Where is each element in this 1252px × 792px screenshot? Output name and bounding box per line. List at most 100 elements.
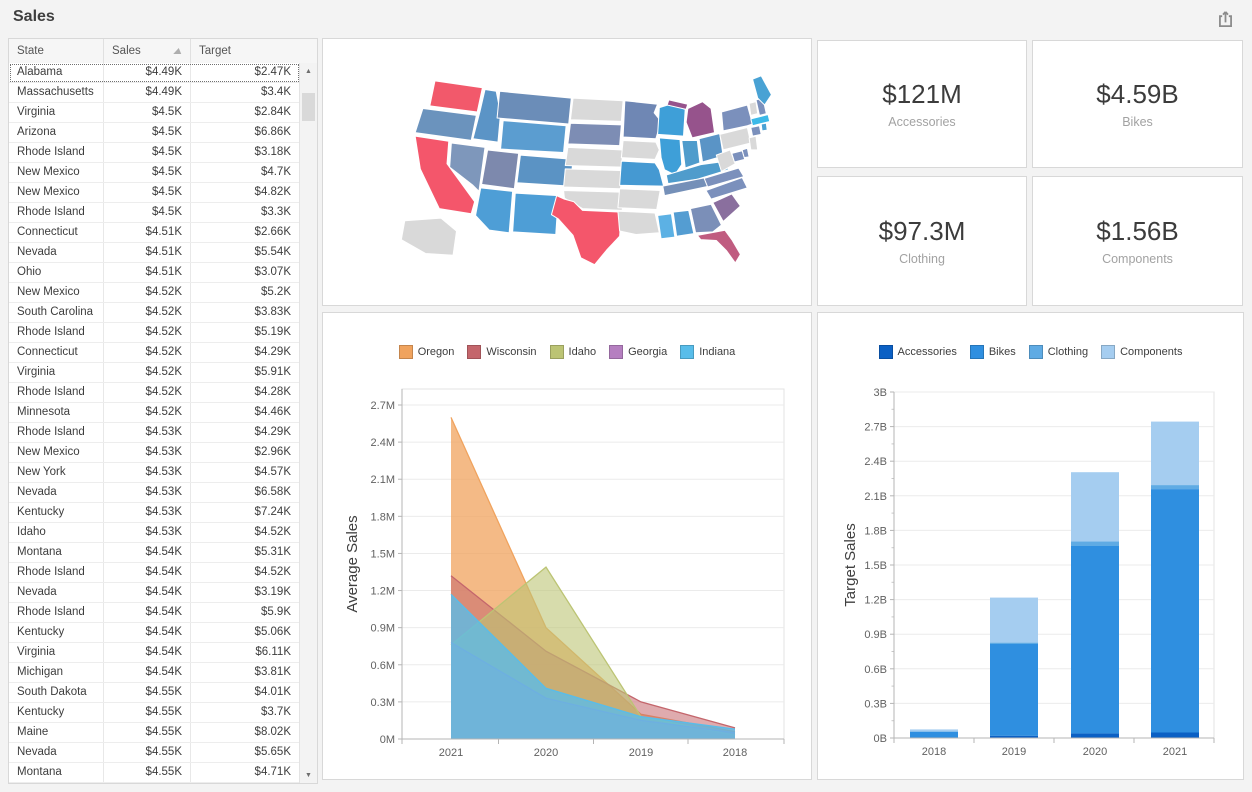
bar-segment-clothing-2019[interactable] — [990, 642, 1038, 644]
map-state-MA[interactable] — [750, 114, 771, 127]
map-state-WA[interactable] — [429, 80, 483, 113]
map-state-KY[interactable] — [665, 160, 729, 185]
column-header-state[interactable]: State — [9, 39, 104, 63]
table-row[interactable]: Connecticut $4.51K $2.66K — [9, 223, 300, 243]
table-row[interactable]: Arizona $4.5K $6.86K — [9, 123, 300, 143]
map-state-MN[interactable] — [622, 100, 662, 140]
table-row[interactable]: Michigan $4.54K $3.81K — [9, 663, 300, 683]
map-state-NV[interactable] — [449, 142, 486, 192]
bar-segment-clothing-2021[interactable] — [1151, 485, 1199, 490]
table-row[interactable]: Kentucky $4.55K $3.7K — [9, 703, 300, 723]
map-state-LA[interactable] — [617, 210, 660, 236]
scroll-down-icon[interactable]: ▼ — [305, 771, 312, 779]
bar-segment-components-2019[interactable] — [990, 597, 1038, 643]
map-state-TX[interactable] — [550, 195, 622, 266]
map-state-AZ[interactable] — [475, 187, 514, 234]
map-state-OR[interactable] — [414, 107, 477, 141]
table-row[interactable]: Connecticut $4.52K $4.29K — [9, 343, 300, 363]
map-state-CA[interactable] — [414, 135, 476, 215]
table-row[interactable]: Minnesota $4.52K $4.46K — [9, 403, 300, 423]
map-state-FL[interactable] — [696, 229, 741, 264]
table-row[interactable]: Montana $4.55K $4.71K — [9, 763, 300, 783]
column-header-target[interactable]: Target — [191, 39, 300, 63]
bar-segment-bikes-2020[interactable] — [1071, 546, 1119, 734]
table-row[interactable]: Montana $4.54K $5.31K — [9, 543, 300, 563]
scrollbar-thumb[interactable] — [302, 93, 315, 121]
map-state-VA[interactable] — [703, 167, 745, 188]
map-state-RI[interactable] — [760, 122, 768, 132]
map-state-MI[interactable] — [685, 101, 716, 139]
map-state-MT[interactable] — [496, 90, 572, 125]
table-row[interactable]: Rhode Island $4.52K $4.28K — [9, 383, 300, 403]
map-state-WY[interactable] — [500, 120, 567, 154]
map-state-GA[interactable] — [689, 203, 722, 234]
map-state-AR[interactable] — [617, 188, 661, 210]
map-state-NY[interactable] — [720, 104, 754, 132]
grid-scrollbar[interactable]: ▲ ▼ — [299, 63, 317, 783]
table-row[interactable]: Rhode Island $4.54K $5.9K — [9, 603, 300, 623]
table-row[interactable]: Ohio $4.51K $3.07K — [9, 263, 300, 283]
table-row[interactable]: Nevada $4.55K $5.65K — [9, 743, 300, 763]
table-row[interactable]: Kentucky $4.54K $5.06K — [9, 623, 300, 643]
table-row[interactable]: Maine $4.55K $8.02K — [9, 723, 300, 743]
bar-segment-components-2018[interactable] — [910, 729, 958, 732]
table-row[interactable]: South Dakota $4.55K $4.01K — [9, 683, 300, 703]
table-row[interactable]: Idaho $4.53K $4.52K — [9, 523, 300, 543]
table-row[interactable]: Rhode Island $4.53K $4.29K — [9, 423, 300, 443]
map-state-ME[interactable] — [752, 75, 773, 106]
bar-segment-accessories-2020[interactable] — [1071, 733, 1119, 738]
map-state-AK[interactable] — [400, 217, 458, 256]
table-row[interactable]: Nevada $4.51K $5.54K — [9, 243, 300, 263]
scroll-up-icon[interactable]: ▲ — [305, 67, 312, 75]
export-button[interactable] — [1212, 6, 1238, 32]
map-state-MO[interactable] — [619, 160, 665, 187]
area-series-indiana[interactable] — [451, 594, 735, 739]
table-row[interactable]: Rhode Island $4.52K $5.19K — [9, 323, 300, 343]
map-state-ND[interactable] — [569, 97, 624, 122]
bar-segment-clothing-2018[interactable] — [910, 731, 958, 732]
table-row[interactable]: Virginia $4.54K $6.11K — [9, 643, 300, 663]
map-state-IA[interactable] — [620, 139, 660, 160]
map-state-SD[interactable] — [567, 122, 622, 147]
bar-segment-accessories-2021[interactable] — [1151, 732, 1199, 739]
table-row[interactable]: Virginia $4.52K $5.91K — [9, 363, 300, 383]
map-state-MS[interactable] — [657, 213, 676, 240]
map-state-KS[interactable] — [563, 168, 623, 190]
table-row[interactable]: Rhode Island $4.54K $4.52K — [9, 563, 300, 583]
bar-segment-bikes-2021[interactable] — [1151, 489, 1199, 733]
map-state-IN[interactable] — [681, 139, 701, 169]
map-state-MI[interactable] — [666, 99, 689, 110]
bar-segment-components-2021[interactable] — [1151, 421, 1199, 485]
map-state-VT[interactable] — [748, 101, 759, 116]
map-state-NM[interactable] — [512, 192, 559, 236]
bar-segment-bikes-2019[interactable] — [990, 644, 1038, 736]
table-row[interactable]: New York $4.53K $4.57K — [9, 463, 300, 483]
table-row[interactable]: Rhode Island $4.5K $3.18K — [9, 143, 300, 163]
map-state-NC[interactable] — [705, 177, 748, 200]
bar-segment-clothing-2020[interactable] — [1071, 541, 1119, 546]
table-row[interactable]: Rhode Island $4.5K $3.3K — [9, 203, 300, 223]
map-state-WI[interactable] — [657, 103, 686, 137]
map-state-UT[interactable] — [481, 149, 520, 190]
table-row[interactable]: Alabama $4.49K $2.47K — [9, 63, 300, 83]
map-state-MD[interactable] — [731, 150, 746, 163]
map-state-WV[interactable] — [715, 149, 736, 173]
table-row[interactable]: New Mexico $4.5K $4.82K — [9, 183, 300, 203]
map-state-OK[interactable] — [563, 189, 625, 211]
table-row[interactable]: New Mexico $4.5K $4.7K — [9, 163, 300, 183]
map-state-NE[interactable] — [564, 146, 624, 168]
bar-segment-accessories-2019[interactable] — [990, 735, 1038, 738]
map-state-ID[interactable] — [472, 89, 502, 143]
table-row[interactable]: Nevada $4.54K $3.19K — [9, 583, 300, 603]
bar-segment-bikes-2018[interactable] — [910, 731, 958, 738]
table-row[interactable]: South Carolina $4.52K $3.83K — [9, 303, 300, 323]
table-row[interactable]: Virginia $4.5K $2.84K — [9, 103, 300, 123]
table-row[interactable]: Massachusetts $4.49K $3.4K — [9, 83, 300, 103]
table-row[interactable]: Kentucky $4.53K $7.24K — [9, 503, 300, 523]
map-state-AL[interactable] — [672, 209, 695, 237]
table-row[interactable]: New Mexico $4.53K $2.96K — [9, 443, 300, 463]
map-state-NJ[interactable] — [748, 135, 759, 151]
map-state-SC[interactable] — [712, 193, 741, 223]
table-row[interactable]: New Mexico $4.52K $5.2K — [9, 283, 300, 303]
map-state-CT[interactable] — [750, 125, 762, 137]
